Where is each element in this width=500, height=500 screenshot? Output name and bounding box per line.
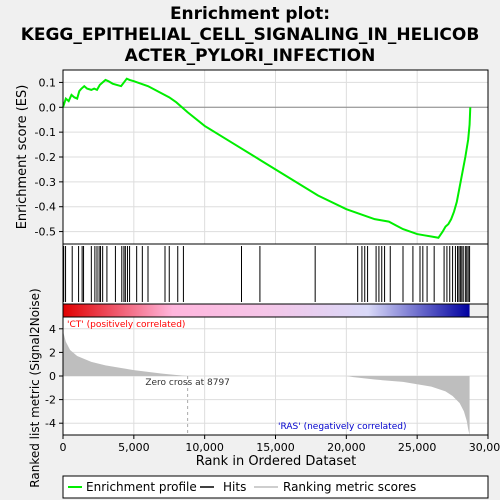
es-y-axis-label: Enrichment score (ES) — [15, 85, 30, 230]
legend-label-hits: Hits — [223, 480, 246, 494]
es-y-tick-label: -0.2 — [35, 151, 56, 164]
x-tick-label: 5,000 — [118, 441, 150, 454]
x-axis-ticks: 0 5,000 10,000 15,000 20,000 25,000 30,000 — [60, 435, 500, 454]
es-y-ticks: 0.1 0.0 -0.1 -0.2 -0.3 -0.4 -0.5 — [35, 76, 63, 239]
positive-correlation-label: 'CT' (positively correlated) — [67, 320, 185, 330]
rank-gradient-bar — [63, 304, 470, 317]
hits-panel-background — [63, 244, 488, 304]
x-tick-label: 15,000 — [256, 441, 295, 454]
metric-y-axis-label: Ranked list metric (Signal2Noise) — [28, 288, 42, 487]
es-y-tick-label: -0.1 — [35, 126, 56, 139]
x-tick-label: 30,000 — [469, 441, 500, 454]
negative-correlation-label: 'RAS' (negatively correlated) — [278, 422, 406, 432]
es-y-tick-label: 0.0 — [39, 101, 57, 114]
x-tick-label: 25,000 — [398, 441, 437, 454]
es-y-tick-label: -0.4 — [35, 201, 56, 214]
zero-cross-label: Zero cross at 8797 — [145, 378, 230, 388]
x-tick-label: 0 — [60, 441, 67, 454]
metric-y-ticks: 4 2 0 -2 -4 — [45, 323, 63, 430]
legend-label-ranking-metric: Ranking metric scores — [283, 480, 416, 494]
metric-y-tick-label: -2 — [45, 394, 56, 407]
legend-label-enrichment-profile: Enrichment profile — [86, 480, 197, 494]
metric-y-tick-label: -4 — [45, 417, 56, 430]
enrichment-profile-line — [62, 77, 472, 239]
chart-title-line-2: KEGG_EPITHELIAL_CELL_SIGNALING_IN_HELICO… — [21, 25, 480, 45]
es-y-tick-label: -0.5 — [35, 226, 56, 239]
es-y-tick-label: 0.1 — [39, 76, 57, 89]
chart-title-line-1: Enrichment plot: — [170, 4, 330, 24]
x-tick-label: 10,000 — [185, 441, 224, 454]
metric-y-tick-label: 4 — [49, 323, 56, 336]
hit-markers — [63, 246, 471, 302]
x-axis-label: Rank in Ordered Dataset — [196, 454, 357, 469]
metric-y-tick-label: 2 — [49, 346, 56, 359]
metric-y-tick-label: 0 — [49, 370, 56, 383]
chart-title-line-3: ACTER_PYLORI_INFECTION — [125, 46, 376, 66]
es-y-tick-label: -0.3 — [35, 176, 56, 189]
x-tick-label: 20,000 — [327, 441, 366, 454]
